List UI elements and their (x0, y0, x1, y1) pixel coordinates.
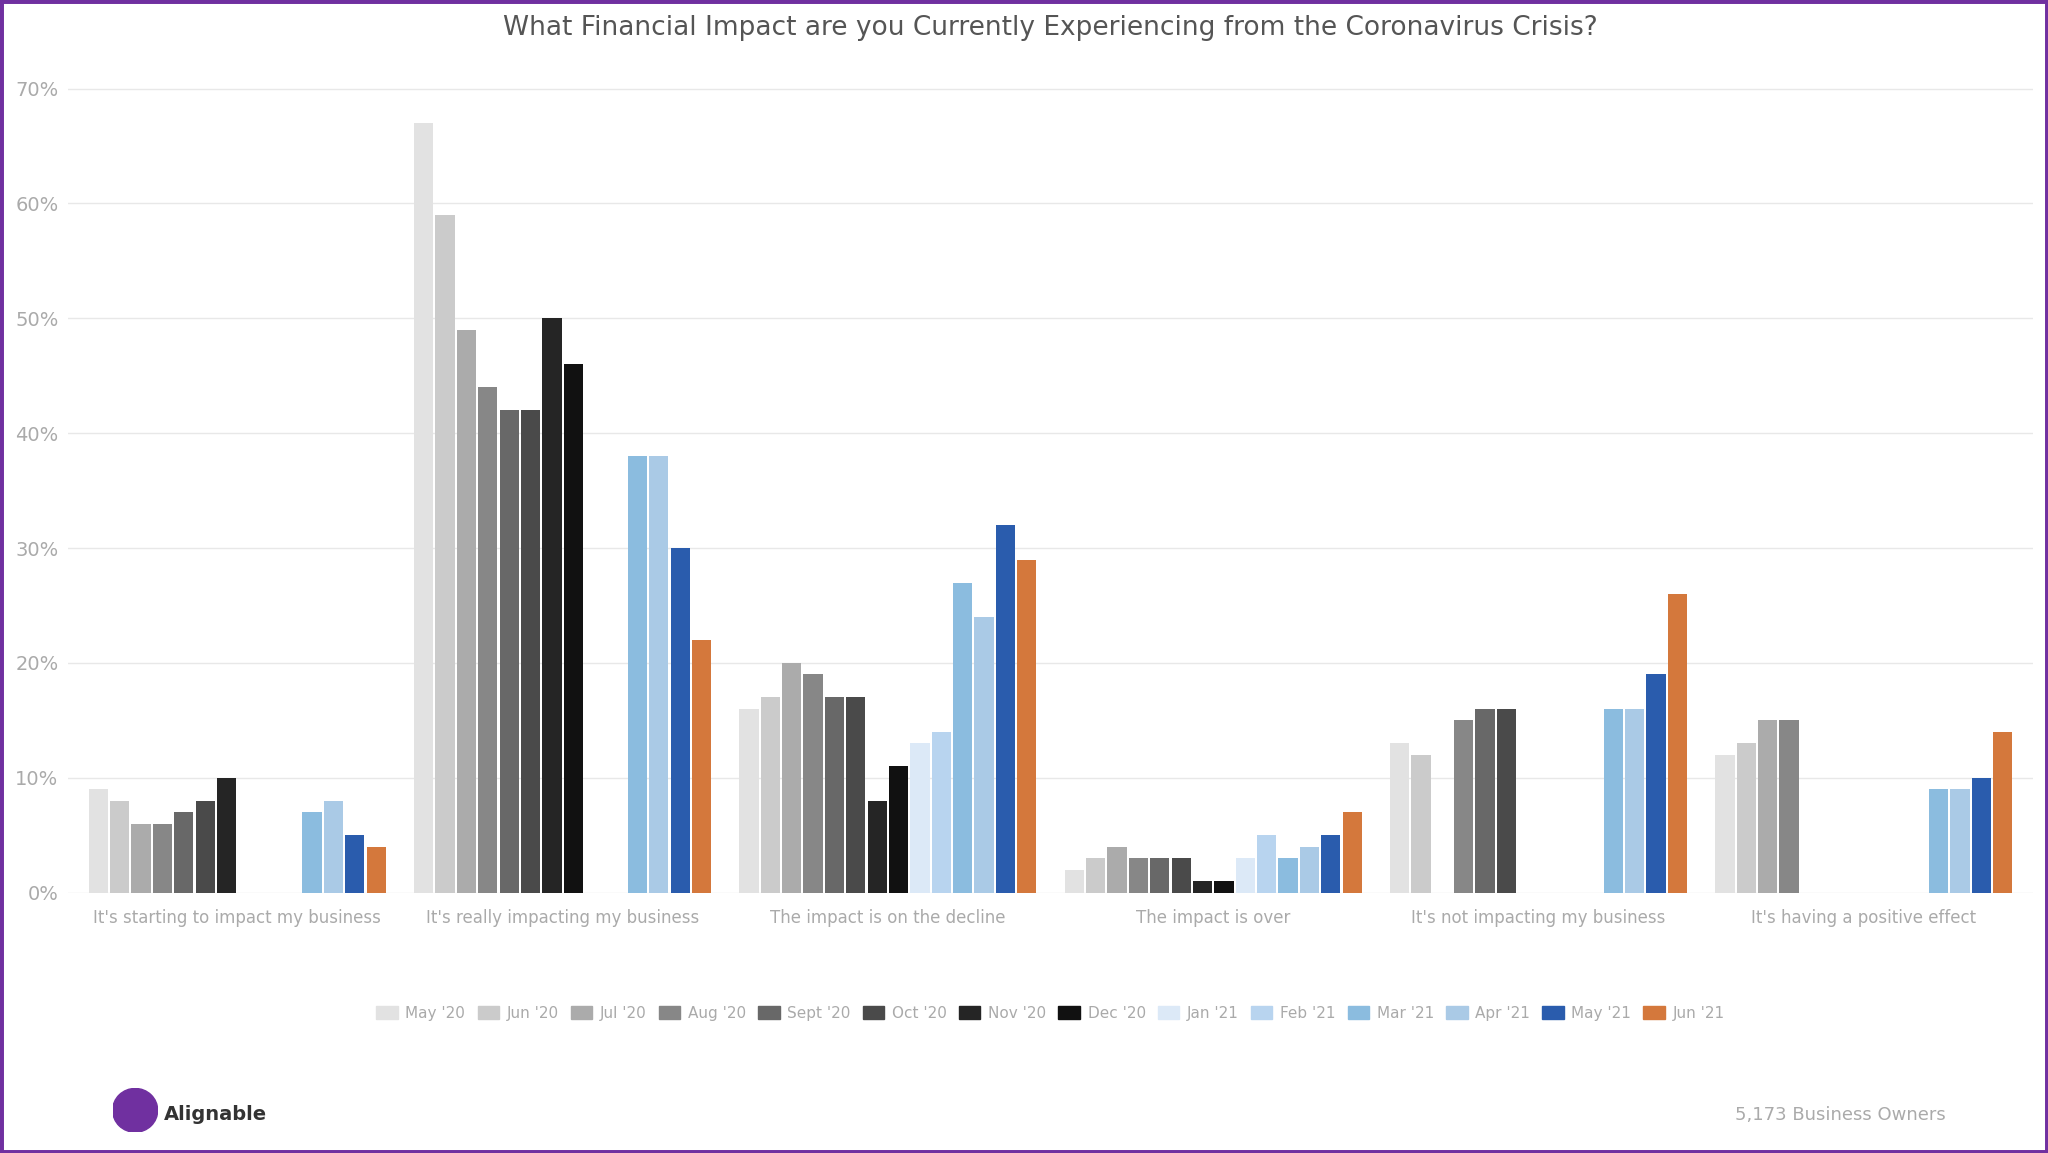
Bar (111, 801, 129, 892)
Bar (543, 318, 561, 892)
Bar (739, 709, 758, 892)
Bar (1626, 709, 1645, 892)
Bar (1716, 755, 1735, 892)
Bar (803, 675, 823, 892)
Bar (1171, 858, 1190, 892)
Bar (1300, 846, 1319, 892)
Bar (846, 698, 866, 892)
Bar (825, 698, 844, 892)
Bar (1343, 813, 1362, 892)
Bar (1737, 744, 1755, 892)
Bar (932, 732, 950, 892)
Bar (868, 801, 887, 892)
Bar (1604, 709, 1622, 892)
Bar (1214, 881, 1233, 892)
Bar (649, 457, 668, 892)
Bar (1972, 778, 1991, 892)
Bar (1128, 858, 1149, 892)
Legend: May '20, Jun '20, Jul '20, Aug '20, Sept '20, Oct '20, Nov '20, Dec '20, Jan '21: May '20, Jun '20, Jul '20, Aug '20, Sept… (371, 1000, 1731, 1027)
Bar (154, 824, 172, 892)
Bar (629, 457, 647, 892)
Bar (520, 410, 541, 892)
Bar (952, 582, 973, 892)
Bar (324, 801, 344, 892)
Bar (1235, 858, 1255, 892)
Bar (1085, 858, 1106, 892)
Bar (563, 364, 584, 892)
Text: Alignable: Alignable (164, 1106, 266, 1124)
Bar (1454, 721, 1473, 892)
Circle shape (113, 1088, 158, 1132)
Bar (1151, 858, 1169, 892)
Bar (174, 813, 193, 892)
Bar (303, 813, 322, 892)
Bar (975, 617, 993, 892)
Bar (457, 330, 475, 892)
Bar (477, 387, 498, 892)
Bar (1667, 594, 1688, 892)
Bar (1391, 744, 1409, 892)
Bar (995, 525, 1016, 892)
Bar (217, 778, 236, 892)
Bar (1950, 790, 1970, 892)
Bar (1757, 721, 1778, 892)
Title: What Financial Impact are you Currently Experiencing from the Coronavirus Crisis: What Financial Impact are you Currently … (504, 15, 1597, 42)
Text: 5,173 Business Owners: 5,173 Business Owners (1735, 1106, 1946, 1124)
Bar (500, 410, 518, 892)
Bar (1192, 881, 1212, 892)
Bar (889, 767, 907, 892)
Bar (1411, 755, 1432, 892)
Bar (131, 824, 152, 892)
Bar (1647, 675, 1665, 892)
Bar (692, 640, 711, 892)
Bar (1321, 835, 1339, 892)
Bar (195, 801, 215, 892)
Bar (1278, 858, 1298, 892)
Bar (1257, 835, 1276, 892)
Bar (1497, 709, 1516, 892)
Bar (1018, 559, 1036, 892)
Bar (670, 548, 690, 892)
Bar (1065, 869, 1083, 892)
Bar (1475, 709, 1495, 892)
Bar (1108, 846, 1126, 892)
Bar (1780, 721, 1798, 892)
Bar (346, 835, 365, 892)
Bar (911, 744, 930, 892)
Bar (782, 663, 801, 892)
Bar (436, 214, 455, 892)
Bar (1929, 790, 1948, 892)
Bar (414, 123, 434, 892)
Bar (1993, 732, 2013, 892)
Bar (88, 790, 109, 892)
Bar (760, 698, 780, 892)
Bar (367, 846, 385, 892)
